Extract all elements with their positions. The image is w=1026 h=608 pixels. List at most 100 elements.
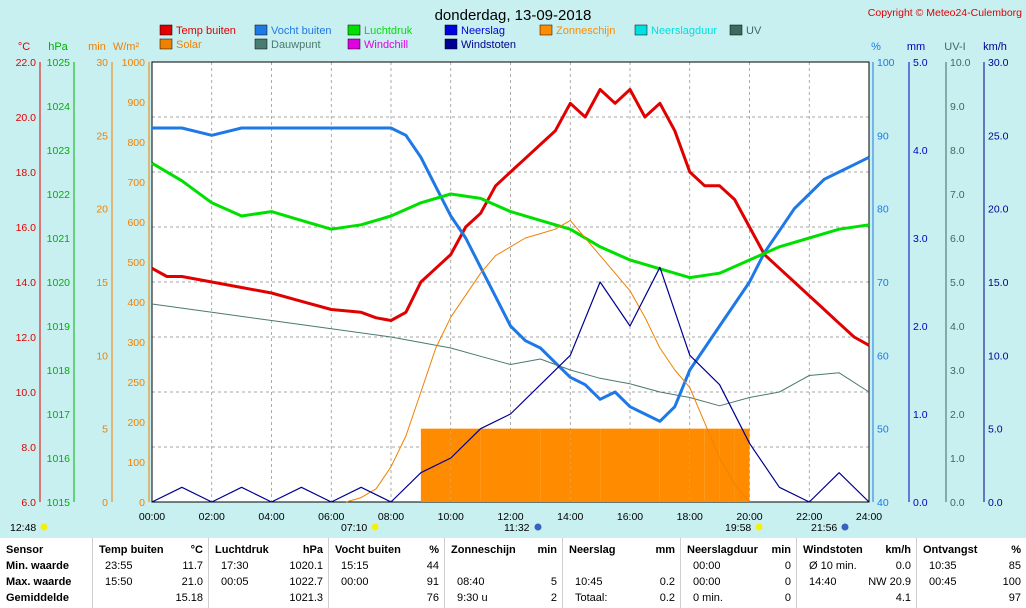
- stats-header-label: Windstoten: [803, 544, 863, 556]
- axis-tick: 700: [127, 177, 145, 189]
- legend-label: Zonneschijn: [556, 25, 615, 37]
- legend-swatch: [347, 24, 361, 36]
- stats-value: 1020.1: [289, 560, 323, 572]
- stats-value: 2: [550, 592, 557, 604]
- stats-row: 0 min. 0: [681, 590, 797, 606]
- stats-time: 00:45: [929, 576, 957, 588]
- axis-tick: 400: [127, 297, 145, 309]
- marker-icon: [534, 523, 542, 531]
- stats-time: 23:55: [105, 560, 133, 572]
- stats-row: 4.1: [797, 590, 917, 606]
- axis-unit: km/h: [983, 41, 1007, 53]
- axis-tick: 0.0: [913, 497, 928, 509]
- axis-tick: 10.0: [988, 350, 1009, 362]
- stats-header-label: Temp buiten: [99, 544, 164, 556]
- axis-tick: 1024: [47, 101, 71, 113]
- x-tick: 02:00: [199, 511, 225, 523]
- x-tick: 22:00: [796, 511, 822, 523]
- axis-tick: 900: [127, 97, 145, 109]
- legend-swatch: [159, 38, 173, 50]
- marker-label: 21:56: [811, 522, 837, 534]
- axis-tick: 500: [127, 257, 145, 269]
- axis-tick: 1020: [47, 277, 71, 289]
- axis-tick: 60: [877, 350, 889, 362]
- series-windstoten: [151, 266, 870, 503]
- series-lines: [151, 88, 870, 503]
- sunshine-bar: [719, 428, 735, 502]
- sunshine-bar: [659, 428, 690, 502]
- stats-time: 10:35: [929, 560, 957, 572]
- x-tick: 10:00: [438, 511, 464, 523]
- stats-time: Ø 10 min.: [809, 560, 857, 572]
- axis-tick: 20.0: [16, 112, 37, 124]
- stats-header-unit: km/h: [885, 544, 911, 556]
- axis-tick: 5.0: [950, 277, 965, 289]
- stats-value: 97: [1008, 592, 1021, 604]
- stats-header-unit: min: [537, 544, 557, 556]
- stats-value: 5: [550, 576, 557, 588]
- axis-tick: 1016: [47, 453, 71, 465]
- stats-column: Zonneschijn min 08:40 5 9:30 u 2: [444, 538, 563, 608]
- axis-tick: 3.0: [913, 233, 928, 245]
- axis-tick: 2.0: [950, 409, 965, 421]
- axis-tick: 250: [127, 377, 145, 389]
- stats-row-label: Min. waarde: [6, 560, 69, 572]
- axis-tick: 0: [102, 497, 108, 509]
- axis-tick: 10.0: [16, 387, 37, 399]
- copyright: Copyright © Meteo24-Culemborg: [868, 7, 1022, 19]
- marker-label: 07:10: [341, 522, 367, 534]
- axis-tick: 1018: [47, 365, 71, 377]
- stats-row: 00:00 0: [681, 558, 797, 574]
- axis-tick: 20.0: [988, 204, 1009, 216]
- series-vocht-buiten: [152, 126, 870, 423]
- stats-time: 14:40: [809, 576, 837, 588]
- stats-header-label: Sensor: [6, 544, 44, 556]
- stats-row: 08:40 5: [445, 574, 563, 590]
- axis-tick: 2.0: [913, 321, 928, 333]
- series-dauwpunt: [151, 303, 870, 407]
- legend-label: Luchtdruk: [364, 25, 413, 37]
- x-tick: 14:00: [557, 511, 583, 523]
- axis-tick: 3.0: [950, 365, 965, 377]
- stats-header: Luchtdruk hPa: [209, 542, 329, 558]
- legend-label: UV: [746, 25, 762, 37]
- stats-value: 0.2: [659, 592, 675, 604]
- stats-value: 1022.7: [289, 576, 323, 588]
- stats-value: 0.0: [895, 560, 911, 572]
- axis-tick: 22.0: [16, 57, 37, 69]
- stats-value: 0: [784, 560, 791, 572]
- axis-tick: 1000: [122, 57, 146, 69]
- axis-tick: 10.0: [950, 57, 971, 69]
- axis-tick: 800: [127, 137, 145, 149]
- legend-label: Windchill: [364, 39, 408, 51]
- axis-unit: °C: [18, 41, 30, 53]
- stats-row: [445, 558, 563, 574]
- stats-row: 00:05 1022.7: [209, 574, 329, 590]
- axis-tick: 20: [96, 204, 108, 216]
- stats-time: 0 min.: [693, 592, 723, 604]
- stats-row: Totaal: 0.2: [563, 590, 681, 606]
- stats-header-unit: mm: [655, 544, 675, 556]
- stats-header: Neerslagduur min: [681, 542, 797, 558]
- stats-row-label: Gemiddelde: [6, 592, 69, 604]
- legend-swatch: [254, 38, 268, 50]
- axis-tick: 6.0: [950, 233, 965, 245]
- axis-tick: 0.0: [988, 497, 1003, 509]
- legend-swatch: [539, 24, 553, 36]
- axis-tick: 6.0: [21, 497, 36, 509]
- axis-tick: 100: [127, 457, 145, 469]
- axis-unit: UV-I: [944, 41, 965, 53]
- marker-icon: [371, 523, 379, 531]
- stats-row-label: Max. waarde: [6, 576, 72, 588]
- axis-tick: 30.0: [988, 57, 1009, 69]
- sunshine-bar: [689, 428, 705, 502]
- legend-label: Windstoten: [461, 39, 516, 51]
- legend-swatch: [159, 24, 173, 36]
- x-tick: 04:00: [258, 511, 284, 523]
- legend-swatch: [444, 24, 458, 36]
- stats-time: 10:45: [575, 576, 603, 588]
- weather-chart: donderdag, 13-09-2018 Copyright © Meteo2…: [10, 7, 1023, 534]
- legend-swatch: [729, 24, 743, 36]
- stats-header: Sensor: [0, 542, 92, 558]
- axis-tick: 1.0: [950, 453, 965, 465]
